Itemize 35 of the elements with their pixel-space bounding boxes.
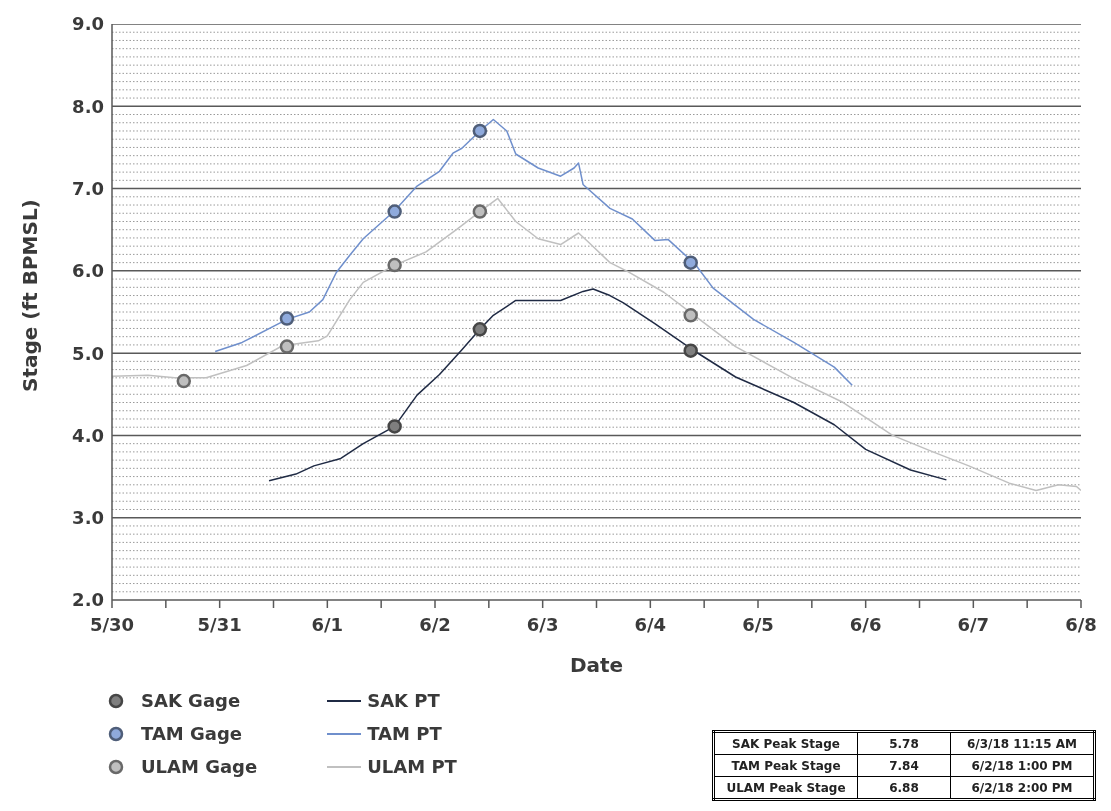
legend-label: SAK Gage: [141, 690, 241, 711]
legend-label: SAK PT: [367, 690, 440, 711]
x-tick-label: 6/8: [1065, 613, 1097, 635]
x-tick-label: 6/6: [849, 613, 882, 635]
y-tick-label: 4.0: [72, 424, 104, 446]
x-tick-label: 6/5: [742, 613, 774, 635]
legend-label: TAM PT: [367, 723, 442, 744]
y-tick-label: 9.0: [72, 13, 104, 35]
x-tick-label: 5/30: [89, 613, 135, 635]
y-tick-label: 2.0: [72, 589, 104, 611]
text: ULAM Peak Stage: [713, 776, 858, 800]
text: TAM Peak Stage: [713, 754, 858, 777]
x-tick-label: 6/2: [419, 613, 451, 635]
x-tick-label: 6/4: [634, 613, 667, 635]
y-tick-label: 5.0: [72, 342, 104, 364]
text: 7.84: [857, 754, 951, 777]
y-tick-label: 3.0: [72, 507, 104, 529]
x-tick-label: 6/7: [957, 613, 990, 635]
y-tick-label: 7.0: [72, 177, 104, 199]
y-tick-label: 8.0: [72, 95, 104, 117]
legend-label: ULAM Gage: [141, 756, 258, 777]
text: 5.78: [857, 731, 951, 755]
y-tick-label: 6.0: [72, 260, 104, 282]
text: SAK Peak Stage: [713, 731, 858, 755]
x-tick-label: 5/31: [197, 613, 242, 635]
x-tick-label: 6/3: [526, 613, 559, 635]
text: 6/3/18 11:15 AM: [950, 731, 1095, 755]
text: 6.88: [857, 776, 951, 800]
text: 6/2/18 1:00 PM: [950, 754, 1095, 777]
x-tick-label: 6/1: [311, 613, 344, 635]
legend-label: ULAM PT: [367, 756, 457, 777]
x-axis-title: Date: [569, 653, 624, 677]
legend-label: TAM Gage: [141, 723, 243, 744]
text: 6/2/18 2:00 PM: [950, 776, 1095, 800]
y-axis-title: Stage (ft BPMSL): [18, 199, 43, 392]
